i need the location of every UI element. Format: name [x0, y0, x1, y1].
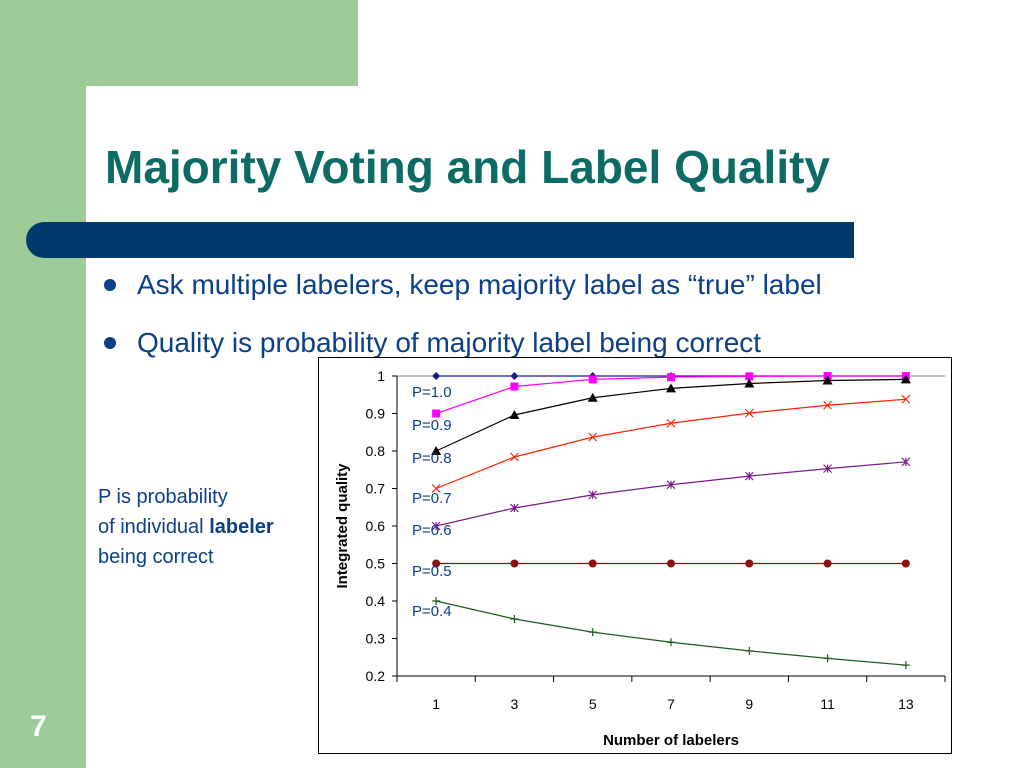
data-point [667, 373, 675, 382]
chart-frame [318, 357, 952, 754]
series-label: P=0.4 [412, 603, 452, 620]
data-point [901, 394, 911, 404]
data-point [901, 559, 910, 568]
slide-number: 7 [30, 710, 47, 743]
data-point [745, 372, 754, 381]
data-point [666, 480, 676, 490]
data-point [588, 375, 597, 384]
side-note-line2-bold: labeler [209, 516, 274, 538]
data-point [822, 375, 833, 385]
x-tick-label: 7 [667, 696, 675, 712]
series-label: P=0.8 [412, 450, 452, 467]
slide-title: Majority Voting and Label Quality [105, 141, 830, 193]
data-point [432, 372, 441, 380]
chart-svg: 0.20.30.40.50.60.70.80.911 3 5 7 9 11 13Number… [334, 368, 946, 749]
bullet-dot-icon [104, 337, 116, 349]
x-tick-label: 11 [820, 696, 835, 712]
data-point [901, 457, 911, 467]
data-point [744, 408, 754, 418]
side-note: P is probability of individual labeler b… [98, 482, 274, 572]
data-point [509, 410, 520, 419]
side-note-line3: being correct [98, 546, 214, 568]
series-label: P=1.0 [412, 384, 452, 401]
x-tick-label: 13 [898, 696, 914, 712]
y-axis-title: Integrated quality [334, 463, 351, 589]
bullet-text: Ask multiple labelers, keep majority lab… [137, 269, 822, 300]
y-tick-label: 0.6 [366, 518, 386, 534]
y-tick-label: 0.4 [366, 593, 386, 609]
y-tick-label: 0.3 [366, 631, 386, 647]
data-point [510, 503, 519, 513]
side-note-line1: P is probability [98, 486, 228, 508]
data-point [823, 400, 832, 410]
bullet-list: Ask multiple labelers, keep majority lab… [100, 256, 822, 372]
y-tick-label: 0.9 [366, 406, 386, 422]
data-point [588, 432, 598, 442]
data-point [510, 452, 519, 462]
x-tick-label: 3 [511, 696, 519, 712]
data-point [431, 484, 441, 493]
series-label: P=0.5 [412, 563, 452, 580]
data-point [510, 382, 519, 391]
data-point [588, 559, 597, 568]
data-point [823, 464, 832, 474]
data-point [588, 628, 597, 637]
series-label: P=0.7 [412, 490, 452, 507]
series-line [436, 600, 906, 666]
data-point [432, 409, 441, 418]
top-green-band [0, 0, 358, 86]
data-point [744, 471, 754, 481]
bullet-item: Ask multiple labelers, keep majority lab… [100, 256, 822, 314]
data-point [900, 374, 911, 384]
left-green-band [0, 0, 86, 768]
side-note-line2-prefix: of individual [98, 516, 210, 538]
data-point [745, 559, 754, 568]
data-point [431, 521, 441, 531]
y-tick-label: 1 [377, 368, 385, 384]
bullet-dot-icon [104, 279, 116, 291]
data-point [745, 646, 754, 655]
data-point [666, 418, 676, 428]
bullet-item: Quality is probability of majority label… [100, 314, 822, 372]
data-point [823, 559, 832, 568]
x-tick-label: 1 [432, 696, 440, 712]
data-point [510, 615, 519, 623]
series-line [435, 375, 906, 415]
data-point [667, 638, 675, 647]
data-point [823, 654, 832, 663]
y-tick-label: 0.2 [366, 668, 386, 684]
data-point [744, 378, 755, 388]
data-point [666, 383, 676, 393]
title-underline-bar [26, 222, 854, 258]
series-line [435, 398, 906, 490]
series-label: P=0.6 [412, 522, 452, 539]
series-line [436, 461, 906, 527]
data-point [432, 597, 441, 605]
data-point [431, 446, 442, 455]
bullet-text: Quality is probability of majority label… [137, 327, 762, 358]
x-tick-label: 5 [589, 696, 597, 712]
y-tick-label: 0.8 [366, 443, 386, 459]
data-point [587, 392, 598, 402]
x-axis-title: Number of labelers [603, 732, 739, 749]
data-point [588, 490, 598, 500]
series-label: P=0.9 [412, 417, 452, 434]
data-point [510, 372, 519, 380]
data-point [667, 559, 675, 568]
data-point [510, 559, 519, 568]
x-tick-label: 9 [745, 696, 753, 712]
data-point [901, 661, 910, 670]
data-point [432, 559, 441, 568]
y-tick-label: 0.7 [366, 481, 386, 497]
y-tick-label: 0.5 [366, 556, 386, 572]
